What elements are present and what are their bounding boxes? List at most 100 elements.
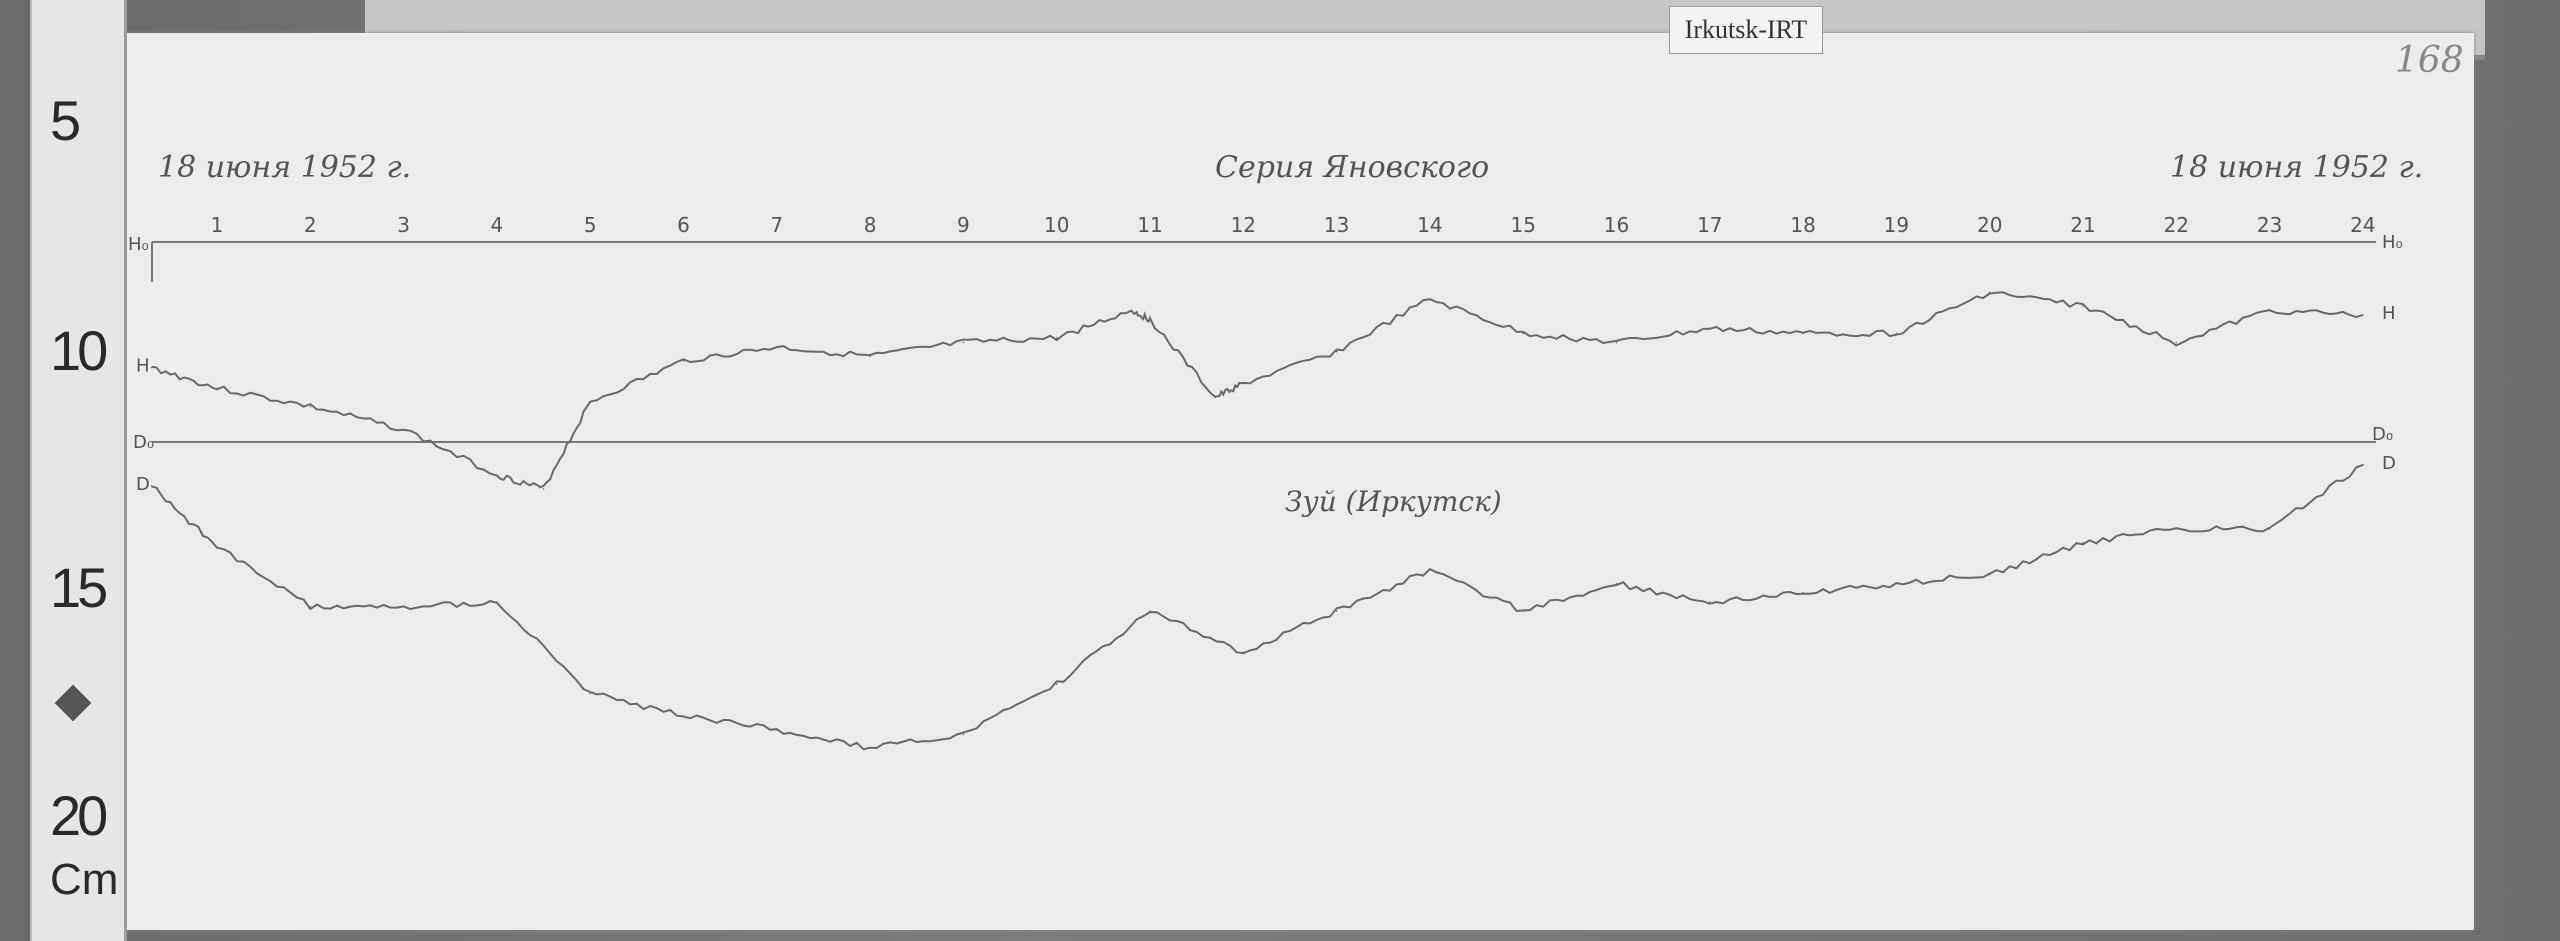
trace-d-point xyxy=(496,601,498,603)
trace-h-point xyxy=(1895,332,1898,335)
trace-d-point xyxy=(2175,528,2178,530)
trace-d-point xyxy=(869,747,871,749)
trace-h-point xyxy=(1335,350,1338,353)
series-label-h-left: H xyxy=(136,356,150,377)
date-left: 18 июня 1952 г. xyxy=(158,150,412,185)
trace-h xyxy=(151,291,2364,489)
trace-d-point xyxy=(1802,592,1804,594)
trace-h-point xyxy=(776,346,778,348)
trace-h-point xyxy=(1988,291,1991,294)
trace-h-point xyxy=(869,355,871,358)
hour-label: 14 xyxy=(1417,213,1442,237)
h0-label-left: H₀ xyxy=(128,234,149,255)
trace-d-point xyxy=(1429,569,1431,571)
hour-label: 6 xyxy=(677,213,690,237)
trace-h-point xyxy=(1615,341,1618,344)
trace-h-point xyxy=(496,474,498,476)
hour-label: 7 xyxy=(770,213,783,237)
series-label-d-left: D xyxy=(136,474,150,495)
trace-h-point xyxy=(1709,328,1711,330)
sheet-number: 168 xyxy=(2395,40,2464,81)
ruler-unit: Cm xyxy=(50,855,119,904)
trace-h-point xyxy=(150,366,153,369)
trace-d-point xyxy=(150,485,153,487)
trace-d-point xyxy=(1615,582,1618,585)
trace-d-point xyxy=(1709,601,1711,603)
hour-label: 12 xyxy=(1231,213,1256,237)
trace-h-point xyxy=(216,387,218,390)
hour-label: 3 xyxy=(397,213,410,237)
ruler-mark: 20 xyxy=(50,784,108,847)
trace-d-point xyxy=(2082,541,2084,544)
ruler: 5 10 15 20 Cm xyxy=(30,0,127,941)
trace-h-point xyxy=(2175,341,2178,344)
trace-h-point xyxy=(2082,305,2084,307)
ruler-mark: 10 xyxy=(50,319,108,382)
trace-d-point xyxy=(1522,610,1524,612)
chart-title: Серия Яновского xyxy=(1215,150,1490,185)
hour-label: 18 xyxy=(1790,213,1815,237)
station-name: Зуй (Иркутск) xyxy=(1285,485,1502,518)
d0-label-left: D₀ xyxy=(133,432,154,453)
trace-d-point xyxy=(1055,683,1058,686)
hour-label: 23 xyxy=(2257,213,2282,237)
date-right: 18 июня 1952 г. xyxy=(2170,150,2424,185)
trace-h-point xyxy=(962,341,965,344)
trace-d-point xyxy=(962,733,965,736)
trace-h-point xyxy=(1429,298,1431,300)
hour-label: 24 xyxy=(2350,213,2375,237)
hour-label: 17 xyxy=(1697,213,1722,237)
series-label-d-right: D xyxy=(2382,453,2396,474)
trace-h-point xyxy=(1522,332,1524,335)
trace-d-point xyxy=(1335,610,1338,612)
trace-d-point xyxy=(402,605,405,608)
trace-d-point xyxy=(776,729,778,731)
series-label-h-right: H xyxy=(2382,303,2396,324)
hour-label: 9 xyxy=(957,213,970,237)
trace-d-point xyxy=(1988,573,1991,576)
hour-label: 11 xyxy=(1137,213,1162,237)
hour-label: 19 xyxy=(1884,213,1909,237)
trace-h-point xyxy=(2268,309,2271,312)
d0-label-right: D₀ xyxy=(2372,424,2393,445)
trace-h-point xyxy=(589,401,591,403)
hour-label: 10 xyxy=(1044,213,1069,237)
trace-d-point xyxy=(1149,610,1151,612)
hour-label: 5 xyxy=(584,213,597,237)
trace-h-point xyxy=(1130,309,1133,312)
trace-h-point xyxy=(2362,314,2364,316)
hour-label: 16 xyxy=(1604,213,1629,237)
trace-h-point xyxy=(309,405,312,408)
station-tag: Irkutsk-IRT xyxy=(1669,6,1823,54)
trace-h-point xyxy=(1055,337,1058,339)
hour-label: 20 xyxy=(1977,213,2002,237)
hour-label: 15 xyxy=(1510,213,1535,237)
trace-d-point xyxy=(2362,464,2364,466)
hour-label: 8 xyxy=(864,213,877,237)
hour-label: 22 xyxy=(2164,213,2189,237)
trace-h-point xyxy=(402,428,405,431)
hour-label: 2 xyxy=(304,213,317,237)
trace-h-point xyxy=(1149,318,1151,321)
trace-d xyxy=(151,463,2364,751)
hour-label: 21 xyxy=(2070,213,2095,237)
hour-label: 13 xyxy=(1324,213,1349,237)
ruler-mark: 5 xyxy=(50,89,81,152)
trace-d-point xyxy=(309,605,312,608)
trace-d-point xyxy=(216,546,218,548)
trace-d-point xyxy=(589,692,591,695)
trace-h-point xyxy=(1214,396,1217,399)
trace-d-point xyxy=(1895,582,1898,585)
ruler-mark: 15 xyxy=(50,556,108,619)
hour-label: 4 xyxy=(491,213,504,237)
trace-h-point xyxy=(542,487,545,490)
h0-label-right: H₀ xyxy=(2382,232,2403,253)
trace-d-point xyxy=(1242,651,1245,654)
trace-d-point xyxy=(2268,528,2271,530)
trace-h-point xyxy=(1242,382,1245,385)
trace-h-point xyxy=(1802,332,1804,335)
hour-label: 1 xyxy=(211,213,224,237)
trace-h-point xyxy=(682,360,685,362)
